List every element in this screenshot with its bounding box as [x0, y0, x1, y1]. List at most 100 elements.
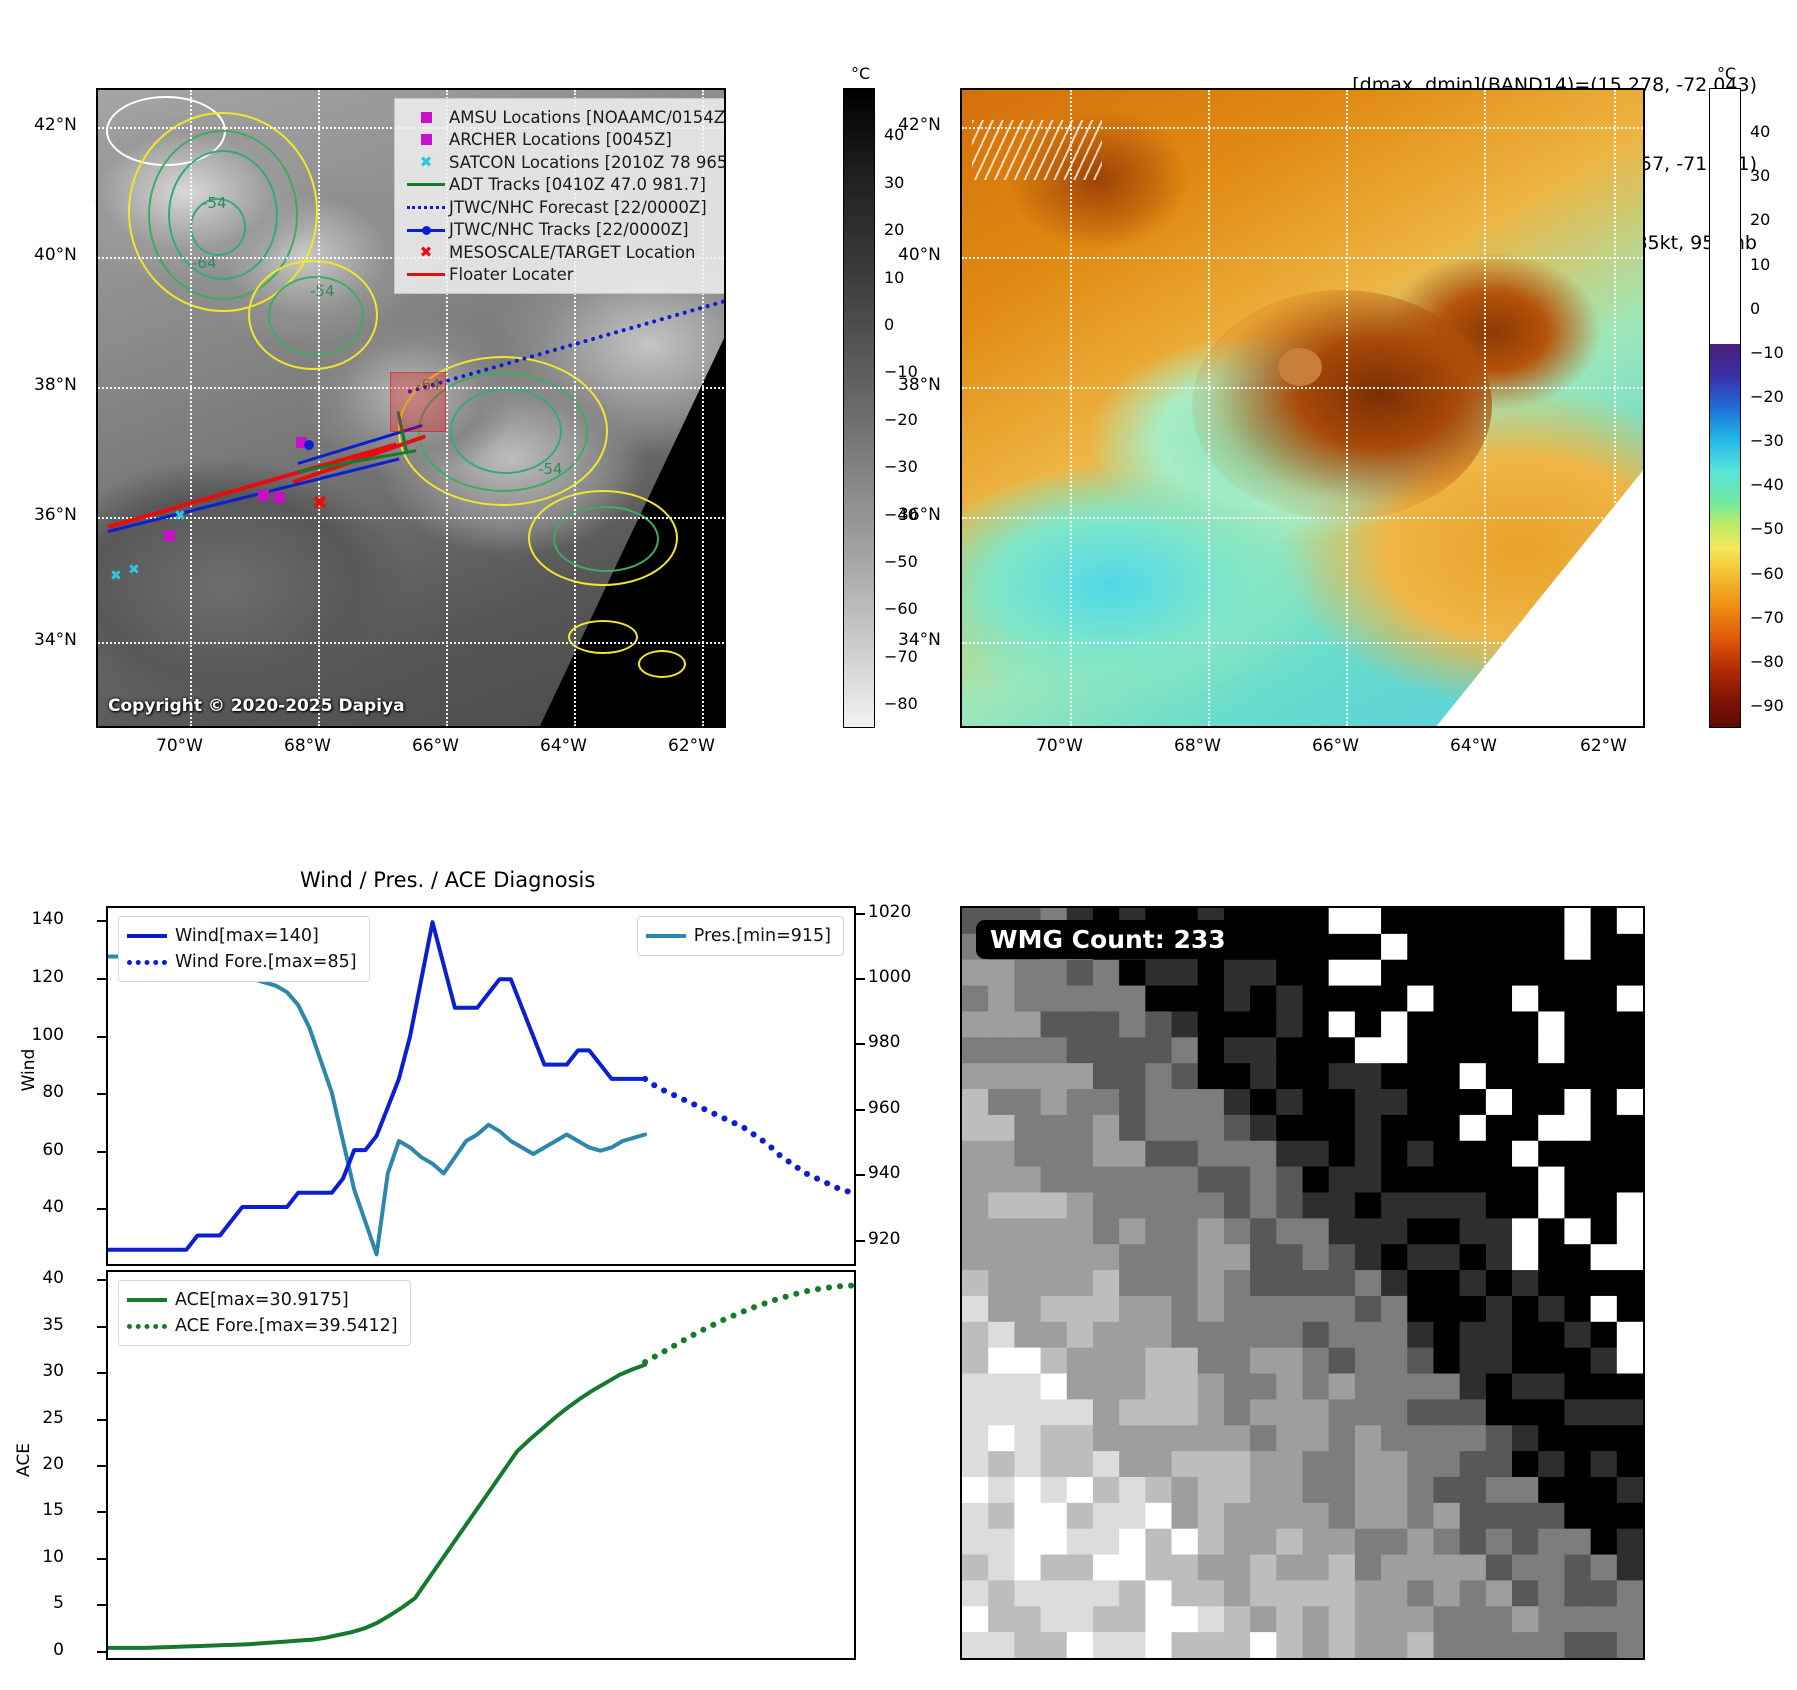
wmg-cell	[1066, 1632, 1094, 1658]
wmg-cell	[1250, 1218, 1277, 1245]
wmg-cell	[1328, 1528, 1356, 1556]
wmg-cell	[1302, 1192, 1330, 1219]
wmg-cell	[1119, 1580, 1146, 1607]
wmg-cluster-panel[interactable]: WMG Count: 233	[960, 906, 1645, 1660]
colorbar-tick-label: 40	[1750, 122, 1771, 142]
wmg-cell	[1302, 1089, 1330, 1116]
wmg-cell	[1092, 1089, 1120, 1116]
wmg-cell	[1119, 1270, 1146, 1297]
wmg-cell	[1119, 1347, 1146, 1375]
wmg-cell	[1616, 1502, 1643, 1530]
wmg-cell	[1512, 908, 1539, 935]
wmg-cell	[1145, 1528, 1173, 1556]
wmg-cell	[1512, 1580, 1539, 1607]
wmg-cell	[1171, 1347, 1199, 1375]
wmg-cell	[1459, 985, 1487, 1013]
wmg-cell	[1092, 1451, 1120, 1478]
wmg-cell	[1092, 1166, 1120, 1194]
wmg-cell	[1354, 1451, 1382, 1478]
wmg-cell	[1119, 1373, 1146, 1400]
wmg-cell	[1040, 1089, 1068, 1116]
axis-tick-label: 920	[868, 1228, 901, 1249]
wmg-cell	[1092, 1140, 1120, 1168]
wmg-cell	[1119, 1192, 1146, 1219]
wmg-cell	[1459, 1114, 1487, 1142]
wmg-cell	[1512, 1632, 1539, 1658]
wmg-cell	[1145, 1554, 1173, 1582]
grid-line-lon	[702, 90, 704, 726]
wmg-cell	[1354, 1114, 1382, 1142]
wmg-cell	[1171, 1192, 1199, 1219]
wmg-cell	[1433, 1114, 1461, 1142]
wmg-cell	[1459, 1451, 1487, 1478]
wmg-cell	[1564, 908, 1592, 935]
wmg-cell	[1145, 1270, 1173, 1297]
wmg-cell	[1092, 1321, 1120, 1349]
legend-label: Wind Fore.[max=85]	[175, 952, 357, 972]
ir-satellite-panel[interactable]: -54 -64 -54 -64 -54 ✖ ✖ ✖ ✖	[96, 88, 726, 728]
legend-item-ace: ACE[max=30.9175]	[127, 1287, 398, 1313]
wind-pressure-chart-panel[interactable]: Wind[max=140] Wind Fore.[max=85] Pres.[m…	[106, 906, 856, 1266]
wmg-cell	[962, 1321, 989, 1349]
wmg-cell	[1433, 1244, 1461, 1271]
wmg-cell	[1250, 1580, 1277, 1607]
wmg-cell	[1538, 1347, 1566, 1375]
wmg-cell	[1564, 1399, 1592, 1426]
wmg-cell	[1328, 1399, 1356, 1426]
wmg-cell	[1485, 933, 1513, 961]
wmg-cell	[1171, 1606, 1199, 1633]
wmg-cell	[1066, 1425, 1094, 1452]
wmg-cell	[1066, 1528, 1094, 1556]
wmg-cell	[1223, 1373, 1251, 1400]
awv-lat-tick: 34°N	[898, 630, 941, 650]
wmg-cell	[1250, 1373, 1277, 1400]
wmg-cell	[1302, 1063, 1330, 1090]
axis-tick-mark	[856, 1239, 865, 1242]
wmg-cell	[1014, 1037, 1042, 1064]
wmg-cell	[1512, 1037, 1539, 1064]
wmg-cell	[1485, 1451, 1513, 1478]
wmg-cell	[1616, 1347, 1643, 1375]
wmg-cell	[1381, 1295, 1408, 1323]
grid-line-lat	[98, 387, 724, 389]
wmg-cell	[1459, 1554, 1487, 1582]
ir-lat-tick: 38°N	[34, 375, 77, 395]
awv-satellite-panel[interactable]	[960, 88, 1645, 728]
wmg-cell	[962, 985, 989, 1013]
contour-ring	[168, 150, 278, 280]
wmg-cell	[1354, 1295, 1382, 1323]
wmg-cell	[1590, 1399, 1618, 1426]
wmg-cell	[1538, 1063, 1566, 1090]
wmg-cell	[1145, 1321, 1173, 1349]
wmg-cell	[1407, 1114, 1435, 1142]
wmg-cell	[1250, 1037, 1277, 1064]
wmg-cell	[1459, 1063, 1487, 1090]
wmg-cell	[1407, 1528, 1435, 1556]
wmg-cell	[1381, 1011, 1408, 1038]
wmg-cell	[1328, 933, 1356, 961]
colorbar-tick-label: −10	[1750, 342, 1784, 362]
wmg-cell	[1276, 1244, 1304, 1271]
wmg-cell	[1538, 1373, 1566, 1400]
wmg-cell	[1223, 985, 1251, 1013]
wmg-cell	[1381, 1089, 1408, 1116]
wmg-cell	[1040, 1037, 1068, 1064]
wmg-cell	[1485, 959, 1513, 987]
wmg-cell	[1538, 1606, 1566, 1633]
legend-label: ACE Fore.[max=39.5412]	[175, 1316, 398, 1336]
wmg-cell	[1433, 959, 1461, 987]
wmg-cell	[1092, 1244, 1120, 1271]
wmg-cell	[1407, 1476, 1435, 1504]
wmg-cell	[962, 1502, 989, 1530]
ace-chart-panel[interactable]: ACE[max=30.9175] ACE Fore.[max=39.5412]	[106, 1270, 856, 1660]
wmg-cell	[1381, 933, 1408, 961]
wmg-cell	[1354, 1089, 1382, 1116]
wmg-cell	[1407, 1270, 1435, 1297]
wmg-cell	[1459, 1244, 1487, 1271]
wmg-cell	[1014, 1425, 1042, 1452]
wmg-cell	[1616, 1192, 1643, 1219]
legend-item-floater-locater: Floater Locater	[403, 264, 724, 287]
wmg-cell	[988, 1554, 1015, 1582]
series-path	[642, 1075, 854, 1196]
amsu-location-marker	[296, 437, 307, 448]
